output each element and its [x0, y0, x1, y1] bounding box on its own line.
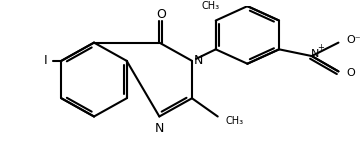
- Text: CH₃: CH₃: [202, 1, 220, 11]
- Text: O: O: [347, 68, 355, 78]
- Text: N: N: [310, 49, 319, 59]
- Text: +: +: [317, 43, 324, 52]
- Text: O: O: [157, 8, 166, 21]
- Text: N: N: [155, 121, 164, 135]
- Text: N: N: [194, 54, 203, 67]
- Text: O⁻: O⁻: [347, 35, 361, 45]
- Text: CH₃: CH₃: [226, 116, 244, 126]
- Text: I: I: [44, 54, 47, 67]
